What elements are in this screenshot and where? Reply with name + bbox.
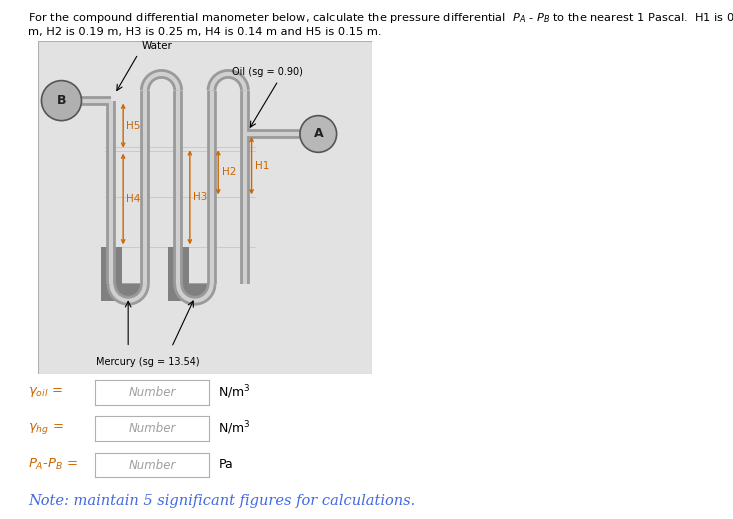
Text: H5: H5	[127, 120, 141, 131]
Circle shape	[300, 116, 336, 152]
Text: H4: H4	[127, 194, 141, 204]
Text: N/m$^3$: N/m$^3$	[218, 383, 251, 401]
Polygon shape	[178, 284, 212, 301]
Text: Mercury (sg = 13.54): Mercury (sg = 13.54)	[96, 358, 200, 367]
Text: Note: maintain 5 significant figures for calculations.: Note: maintain 5 significant figures for…	[28, 494, 415, 508]
Text: $\gamma_{hg}$ =: $\gamma_{hg}$ =	[28, 421, 64, 435]
Text: A: A	[314, 128, 323, 141]
Circle shape	[42, 80, 81, 120]
Text: Number: Number	[128, 422, 176, 435]
Text: m, H2 is 0.19 m, H3 is 0.25 m, H4 is 0.14 m and H5 is 0.15 m.: m, H2 is 0.19 m, H3 is 0.25 m, H4 is 0.1…	[28, 27, 381, 37]
Text: H2: H2	[221, 167, 236, 177]
Text: $\gamma_{oil}$ =: $\gamma_{oil}$ =	[28, 385, 63, 399]
Text: H3: H3	[194, 193, 207, 202]
Polygon shape	[111, 284, 145, 301]
Bar	[101, 248, 122, 301]
Text: $P_A$-$P_B$ =: $P_A$-$P_B$ =	[28, 457, 78, 472]
Bar	[168, 248, 189, 301]
Text: N/m$^3$: N/m$^3$	[218, 419, 251, 437]
Text: Oil (sg = 0.90): Oil (sg = 0.90)	[232, 67, 303, 77]
Text: Number: Number	[128, 386, 176, 399]
Text: B: B	[56, 94, 66, 107]
Text: For the compound differential manometer below, calculate the pressure differenti: For the compound differential manometer …	[28, 11, 733, 25]
Text: Number: Number	[128, 458, 176, 472]
Text: Pa: Pa	[218, 458, 233, 471]
Text: Water: Water	[141, 40, 172, 50]
Text: H1: H1	[255, 161, 269, 171]
